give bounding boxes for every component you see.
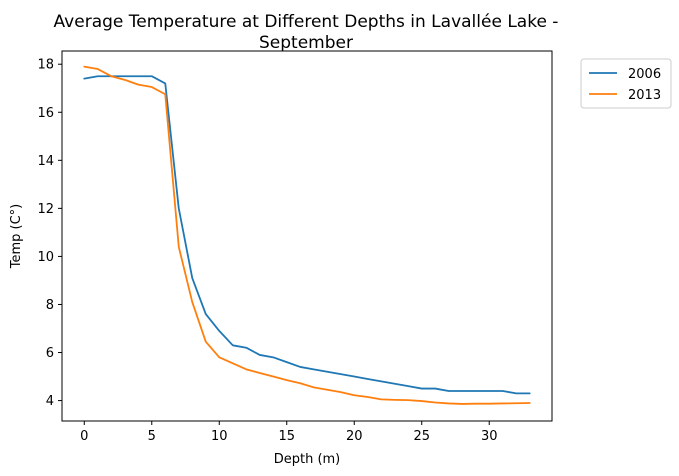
x-tick-label-10: 10 bbox=[211, 429, 228, 444]
y-tick-label-8: 8 bbox=[46, 298, 54, 313]
y-tick-label-12: 12 bbox=[37, 202, 54, 217]
y-tick-label-6: 6 bbox=[46, 346, 54, 361]
x-axis-label: Depth (m) bbox=[274, 452, 341, 467]
y-axis-label: Temp (C°) bbox=[9, 204, 24, 270]
x-tick-label-15: 15 bbox=[278, 429, 295, 444]
chart-title-line-1: Average Temperature at Different Depths … bbox=[54, 12, 559, 32]
x-tick-label-30: 30 bbox=[481, 429, 498, 444]
legend-label-2013: 2013 bbox=[628, 88, 661, 103]
legend-box bbox=[580, 58, 672, 109]
plot-frame bbox=[61, 50, 553, 422]
x-tick-label-0: 0 bbox=[80, 429, 88, 444]
y-axis-ticks: 4 6 8 10 12 14 16 18 bbox=[37, 58, 62, 409]
series-line-2013 bbox=[83, 65, 531, 405]
y-tick-label-14: 14 bbox=[37, 154, 54, 169]
chart-title-line-2: September bbox=[259, 33, 353, 53]
y-tick-label-10: 10 bbox=[37, 250, 54, 265]
y-tick-label-18: 18 bbox=[37, 58, 54, 73]
x-tick-label-5: 5 bbox=[148, 429, 156, 444]
legend: 2006 2013 bbox=[580, 58, 672, 109]
legend-label-2006: 2006 bbox=[628, 67, 661, 82]
series-line-2006 bbox=[83, 75, 531, 395]
x-tick-label-25: 25 bbox=[413, 429, 430, 444]
plot-area bbox=[83, 65, 531, 405]
x-tick-label-20: 20 bbox=[346, 429, 363, 444]
x-axis-ticks: 0 5 10 15 20 25 30 bbox=[80, 421, 498, 444]
y-tick-label-16: 16 bbox=[37, 106, 54, 121]
y-tick-label-4: 4 bbox=[46, 394, 54, 409]
